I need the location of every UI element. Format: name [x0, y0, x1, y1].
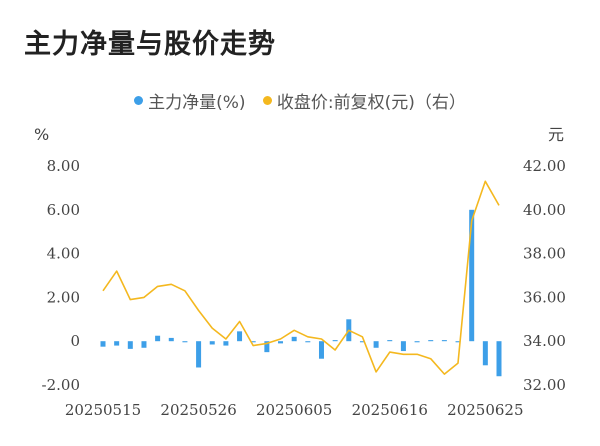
right-tick-label: 38.00: [523, 245, 566, 263]
left-axis-ticks: -2.00 0 2.00 4.00 6.00 8.00: [42, 157, 80, 394]
net-flow-bar[interactable]: [469, 209, 475, 342]
right-tick-label: 36.00: [523, 288, 566, 306]
net-flow-bar[interactable]: [209, 341, 215, 345]
net-flow-bar[interactable]: [168, 337, 174, 342]
left-tick-label: 2.00: [47, 288, 80, 306]
net-flow-bar[interactable]: [441, 340, 447, 342]
net-flow-bar[interactable]: [250, 341, 256, 343]
net-flow-bar[interactable]: [318, 341, 324, 359]
net-flow-bar[interactable]: [428, 340, 434, 342]
right-tick-label: 42.00: [523, 157, 566, 175]
net-flow-bar[interactable]: [182, 341, 188, 343]
net-flow-bar[interactable]: [400, 341, 406, 352]
right-tick-label: 40.00: [523, 201, 566, 219]
net-flow-bar[interactable]: [496, 341, 502, 377]
close-price-line: [102, 180, 500, 375]
left-tick-label: -2.00: [42, 376, 80, 394]
net-flow-bar[interactable]: [414, 341, 420, 343]
close-price-polyline[interactable]: [102, 180, 500, 375]
net-flow-bar[interactable]: [196, 341, 202, 368]
net-flow-bar[interactable]: [387, 340, 393, 342]
legend-label-net-flow: 主力净量(%): [148, 93, 246, 113]
net-flow-bar[interactable]: [359, 341, 365, 343]
page-title: 主力净量与股价走势: [24, 29, 276, 60]
legend-marker-net-flow: [134, 96, 144, 105]
left-tick-label: 0: [70, 332, 80, 350]
net-flow-bar[interactable]: [291, 336, 297, 342]
legend-label-close-price: 收盘价:前复权(元)（右）: [276, 93, 466, 113]
left-tick-label: 4.00: [47, 245, 80, 263]
legend-marker-close-price: [262, 96, 272, 105]
legend-item-close-price[interactable]: 收盘价:前复权(元)（右）: [262, 88, 466, 113]
right-tick-label: 32.00: [523, 376, 566, 394]
net-flow-bar[interactable]: [141, 341, 147, 348]
left-axis-unit: %: [34, 125, 49, 144]
x-axis-ticks: 20250515 20250526 20250605 20250616 20250625: [65, 401, 524, 419]
net-flow-bar[interactable]: [332, 340, 338, 342]
x-tick-label: 20250605: [256, 401, 332, 419]
right-axis-unit: 元: [548, 125, 564, 144]
x-tick-label: 20250616: [352, 401, 428, 419]
net-flow-bar[interactable]: [114, 341, 120, 346]
right-tick-label: 34.00: [523, 332, 566, 350]
net-flow-bar[interactable]: [373, 341, 379, 348]
left-tick-label: 8.00: [47, 157, 80, 175]
right-axis-ticks: 32.00 34.00 36.00 38.00 40.00 42.00: [523, 157, 566, 394]
net-flow-bar[interactable]: [223, 341, 229, 346]
chart-legend: 主力净量(%) 收盘价:前复权(元)（右）: [0, 88, 600, 113]
net-flow-bar[interactable]: [100, 341, 106, 347]
net-flow-bar[interactable]: [278, 341, 284, 344]
net-flow-bar[interactable]: [155, 335, 161, 342]
net-flow-bar[interactable]: [237, 331, 243, 342]
net-flow-bar[interactable]: [482, 341, 488, 366]
net-flow-bars: [100, 209, 502, 377]
net-flow-bar[interactable]: [264, 341, 270, 353]
x-tick-label: 20250526: [160, 401, 236, 419]
net-flow-bar[interactable]: [455, 341, 461, 343]
net-flow-bar[interactable]: [127, 341, 133, 349]
x-tick-label: 20250515: [65, 401, 141, 419]
legend-item-net-flow[interactable]: 主力净量(%): [134, 88, 246, 113]
left-tick-label: 6.00: [47, 201, 80, 219]
net-flow-bar[interactable]: [305, 341, 311, 343]
x-tick-label: 20250625: [447, 401, 523, 419]
